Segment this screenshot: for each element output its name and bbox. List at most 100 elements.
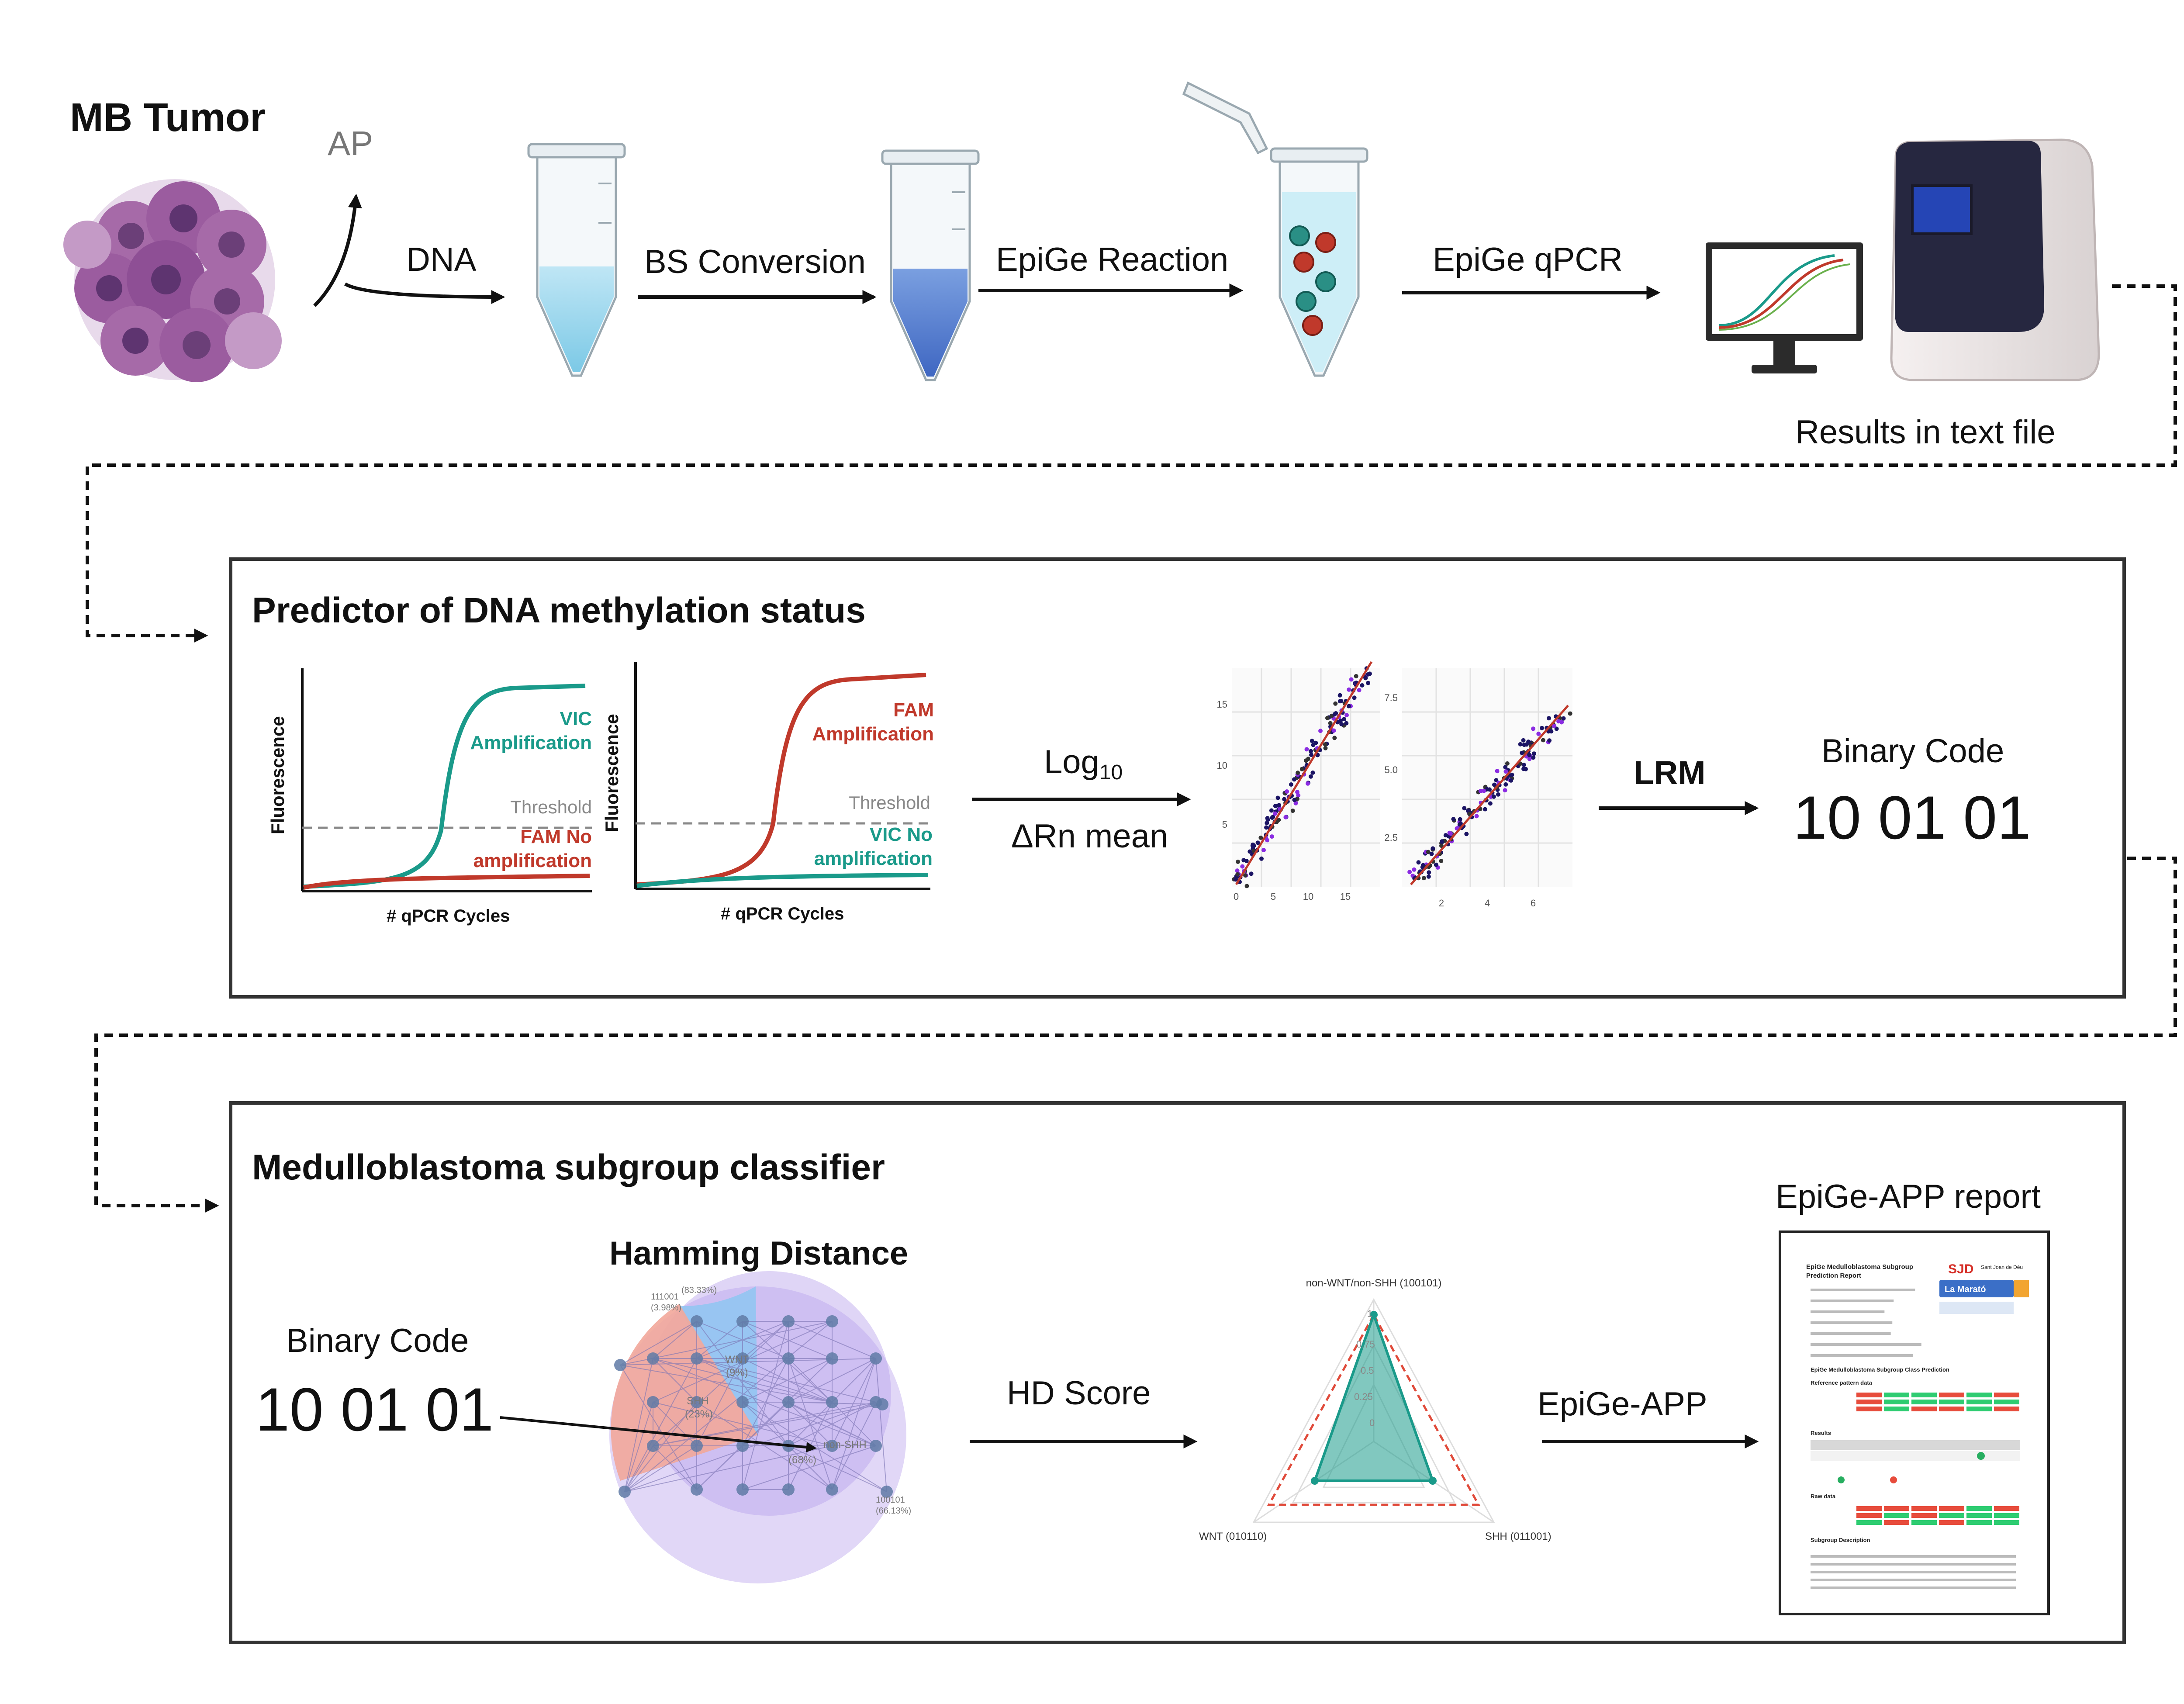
scatter-point — [1283, 815, 1288, 819]
predictor-panel — [229, 557, 2126, 999]
report-heading-2: Prediction Report — [1806, 1272, 1861, 1279]
scatter-point — [1337, 693, 1342, 698]
scatter-point — [1310, 770, 1315, 775]
scatter-point — [1310, 739, 1314, 743]
scatter-point — [1282, 797, 1287, 802]
network-node — [782, 1396, 795, 1408]
network-node — [782, 1483, 795, 1496]
report-cell — [1884, 1506, 1909, 1511]
scatter-point — [1265, 817, 1270, 822]
hd-shh-label: SHH — [687, 1395, 709, 1407]
scatter-point — [1482, 788, 1486, 793]
tube-icon-2 — [881, 149, 980, 381]
scatter-point — [1293, 801, 1298, 805]
report-logo-sjd-sub: Sant Joan de Déu — [1981, 1264, 2023, 1270]
scatter1-ytick-3: 5 — [1222, 819, 1227, 830]
network-node — [870, 1440, 882, 1452]
scatter-point — [1243, 873, 1248, 878]
scatter-point — [1325, 715, 1330, 720]
scatter-point — [1259, 856, 1264, 861]
scatter-point — [1339, 722, 1344, 726]
scatter1-xtick-2: 5 — [1271, 891, 1276, 902]
scatter-point — [1306, 781, 1310, 786]
report-cell — [1966, 1513, 1992, 1518]
scatter-point — [1407, 870, 1412, 874]
report-cell — [1939, 1407, 1964, 1411]
scatter-point — [1295, 790, 1299, 795]
radar-left-label: WNT (010110) — [1199, 1531, 1267, 1542]
classifier-panel — [229, 1101, 2126, 1644]
report-cell — [1911, 1400, 1937, 1404]
radar-chart: 1 0.75 0.5 0.25 0 non-WNT/non-SHH (10010… — [1199, 1277, 1552, 1542]
scatter-point — [1234, 877, 1238, 882]
report-section-raw: Raw data — [1811, 1493, 1836, 1500]
scatter-point — [1366, 681, 1371, 685]
network-node — [826, 1396, 838, 1408]
scatter-point — [1264, 825, 1269, 830]
scatter-point — [1296, 793, 1301, 798]
scatter-point — [1292, 798, 1297, 802]
scatter-point — [1474, 814, 1479, 819]
app-label: EpiGe-APP — [1538, 1386, 1707, 1423]
scatter-point — [1568, 711, 1572, 716]
network-node — [619, 1486, 631, 1498]
report-text-line — [1811, 1579, 2016, 1581]
scatter-point — [1342, 717, 1347, 722]
radar-tick-2: 0.75 — [1356, 1339, 1375, 1350]
scatter-point — [1462, 806, 1467, 811]
scatter-point — [1292, 777, 1296, 782]
scatter-point — [1352, 695, 1357, 700]
network-node — [881, 1486, 893, 1498]
scatter1-xtick-3: 10 — [1303, 891, 1313, 902]
scatter-point — [1505, 761, 1510, 766]
report-cell — [1884, 1393, 1909, 1397]
hd-pct-100101: (66.13%) — [876, 1506, 911, 1516]
scatter-point — [1251, 843, 1256, 848]
scatter-point — [1332, 712, 1337, 717]
scatter-point — [1299, 767, 1304, 771]
report-cell — [1856, 1400, 1882, 1404]
binary-to-network-arrow — [500, 1416, 817, 1453]
scatter-point — [1518, 742, 1523, 747]
report-title: EpiGe-APP report — [1776, 1178, 2041, 1215]
plot2-amp-label-2: Amplification — [812, 723, 934, 745]
scatter-point — [1491, 794, 1496, 799]
scatter-point — [1547, 738, 1552, 743]
report-document: EpiGe Medulloblastoma Subgroup Predictio… — [1779, 1230, 2050, 1615]
report-cell — [1966, 1407, 1992, 1411]
scatter-point — [1349, 677, 1354, 682]
scatter-point — [1458, 821, 1463, 826]
binary-code-title-1: Binary Code — [1821, 733, 2004, 770]
reaction-tube-icon — [1182, 81, 1368, 377]
tube-icon-1 — [527, 143, 626, 377]
scatter-point — [1421, 876, 1426, 881]
scatter-point — [1541, 738, 1545, 743]
dna-arrow — [344, 282, 505, 304]
report-text-line — [1811, 1354, 1913, 1357]
scatter-point — [1367, 671, 1372, 676]
report-logo-sjd: SJD — [1948, 1262, 1973, 1276]
report-cell — [1994, 1513, 2019, 1518]
network-node — [647, 1396, 659, 1408]
scatter-point — [1431, 846, 1435, 851]
network-node — [870, 1352, 882, 1365]
plot2-xlabel: # qPCR Cycles — [721, 904, 844, 923]
scatter2-xtick-2: 4 — [1485, 898, 1490, 909]
report-cell — [1966, 1506, 1992, 1511]
hd-shh-pct: (23%) — [685, 1408, 713, 1420]
report-section-desc: Subgroup Description — [1811, 1537, 1870, 1543]
hd-nonshh-label: non-SHH — [823, 1439, 867, 1451]
scatter-point — [1503, 788, 1507, 793]
scatter-point — [1520, 750, 1524, 755]
scatter-point — [1531, 755, 1536, 760]
scatter-point — [1429, 851, 1434, 856]
scatter-point — [1360, 683, 1365, 688]
scatter-point — [1269, 808, 1274, 813]
report-heading-1: EpiGe Medulloblastoma Subgroup — [1806, 1263, 1913, 1271]
scatter-point — [1290, 809, 1295, 813]
scatter-point — [1289, 782, 1293, 787]
hd-code-100101: 100101 — [876, 1495, 905, 1505]
report-text-line — [1811, 1300, 1894, 1302]
network-node — [736, 1315, 749, 1327]
